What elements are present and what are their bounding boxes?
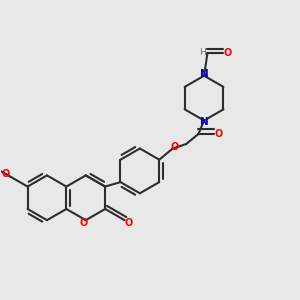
Text: N: N bbox=[200, 117, 208, 127]
Text: O: O bbox=[2, 169, 10, 179]
Text: O: O bbox=[79, 218, 88, 228]
Text: O: O bbox=[223, 48, 231, 58]
Text: N: N bbox=[200, 69, 208, 79]
Text: H: H bbox=[199, 48, 206, 57]
Text: O: O bbox=[214, 129, 222, 139]
Text: O: O bbox=[170, 142, 178, 152]
Text: O: O bbox=[124, 218, 133, 228]
